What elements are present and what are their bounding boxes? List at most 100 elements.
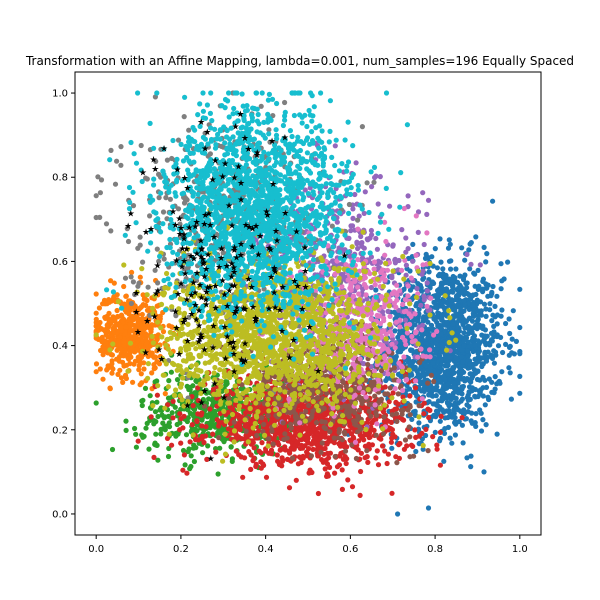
data-point <box>413 378 419 384</box>
data-point <box>393 406 400 412</box>
data-point <box>405 355 411 361</box>
data-point <box>352 439 359 445</box>
data-point <box>155 457 161 463</box>
data-point <box>313 420 320 426</box>
data-point <box>228 444 234 450</box>
data-point <box>154 378 160 384</box>
data-point <box>387 313 393 319</box>
data-point <box>364 454 370 460</box>
data-point <box>470 348 476 355</box>
data-point <box>414 368 420 374</box>
data-point <box>96 305 102 311</box>
data-point <box>468 464 474 470</box>
data-point <box>458 408 464 415</box>
data-point <box>503 320 509 327</box>
data-point <box>325 439 331 446</box>
data-point <box>216 435 222 441</box>
data-point <box>167 395 173 401</box>
data-point <box>243 428 249 434</box>
data-point <box>464 455 470 461</box>
data-point <box>356 291 362 297</box>
data-point <box>132 425 138 432</box>
data-point <box>513 338 520 344</box>
data-point <box>153 419 159 425</box>
data-point <box>280 420 286 426</box>
data-point <box>374 412 380 418</box>
data-point <box>437 435 443 442</box>
data-point <box>434 314 440 320</box>
data-point <box>454 293 460 299</box>
data-point <box>426 269 432 275</box>
data-point <box>467 361 473 367</box>
data-point <box>404 330 410 336</box>
data-point <box>382 277 388 283</box>
data-point <box>483 259 489 265</box>
data-point <box>505 259 511 265</box>
data-point <box>452 420 458 426</box>
data-point <box>118 312 125 318</box>
data-point <box>448 266 454 272</box>
data-point <box>390 242 396 248</box>
data-point <box>457 273 463 279</box>
data-point <box>482 377 488 383</box>
data-point <box>332 470 338 476</box>
data-point <box>137 274 143 280</box>
data-point <box>168 369 174 375</box>
data-point <box>181 452 187 458</box>
data-point <box>372 393 378 399</box>
data-point <box>434 265 440 271</box>
data-point <box>475 323 481 329</box>
data-point <box>106 299 112 305</box>
data-point <box>481 469 487 475</box>
data-point <box>123 324 129 330</box>
data-point <box>382 448 388 454</box>
data-point <box>399 227 405 233</box>
data-point <box>195 385 201 391</box>
data-point <box>480 361 486 367</box>
data-point <box>427 347 433 353</box>
data-point <box>377 321 383 327</box>
data-point <box>442 415 448 421</box>
data-point <box>200 450 206 456</box>
data-point <box>254 432 260 439</box>
data-point <box>185 449 191 455</box>
data-point <box>418 388 425 394</box>
data-point <box>385 391 391 397</box>
data-point <box>206 396 212 402</box>
data-point <box>480 276 486 282</box>
data-point <box>127 321 133 327</box>
data-point <box>334 464 341 470</box>
data-point <box>424 230 430 236</box>
data-point <box>299 454 305 460</box>
data-point <box>457 376 463 382</box>
data-point <box>121 336 127 342</box>
data-point <box>403 377 409 383</box>
data-point <box>475 286 481 292</box>
data-point <box>109 370 115 376</box>
data-point <box>354 241 360 247</box>
data-point <box>156 361 163 367</box>
data-point <box>149 370 155 376</box>
data-point <box>359 400 365 406</box>
data-point <box>509 336 515 342</box>
data-point <box>111 280 117 286</box>
data-point <box>455 324 461 330</box>
data-point <box>432 304 438 310</box>
data-point <box>289 455 296 461</box>
data-point <box>483 384 490 390</box>
data-point <box>452 432 458 438</box>
data-point <box>427 392 433 398</box>
data-point <box>135 438 141 444</box>
data-point <box>463 318 470 324</box>
data-point <box>381 355 387 361</box>
data-point <box>191 458 197 465</box>
data-point <box>353 160 359 166</box>
data-point <box>465 397 471 403</box>
data-point <box>472 394 478 400</box>
data-point <box>211 423 217 429</box>
data-point <box>340 456 346 462</box>
data-point <box>412 427 418 433</box>
data-point <box>366 401 372 408</box>
data-point <box>342 448 349 454</box>
data-point <box>373 287 379 293</box>
